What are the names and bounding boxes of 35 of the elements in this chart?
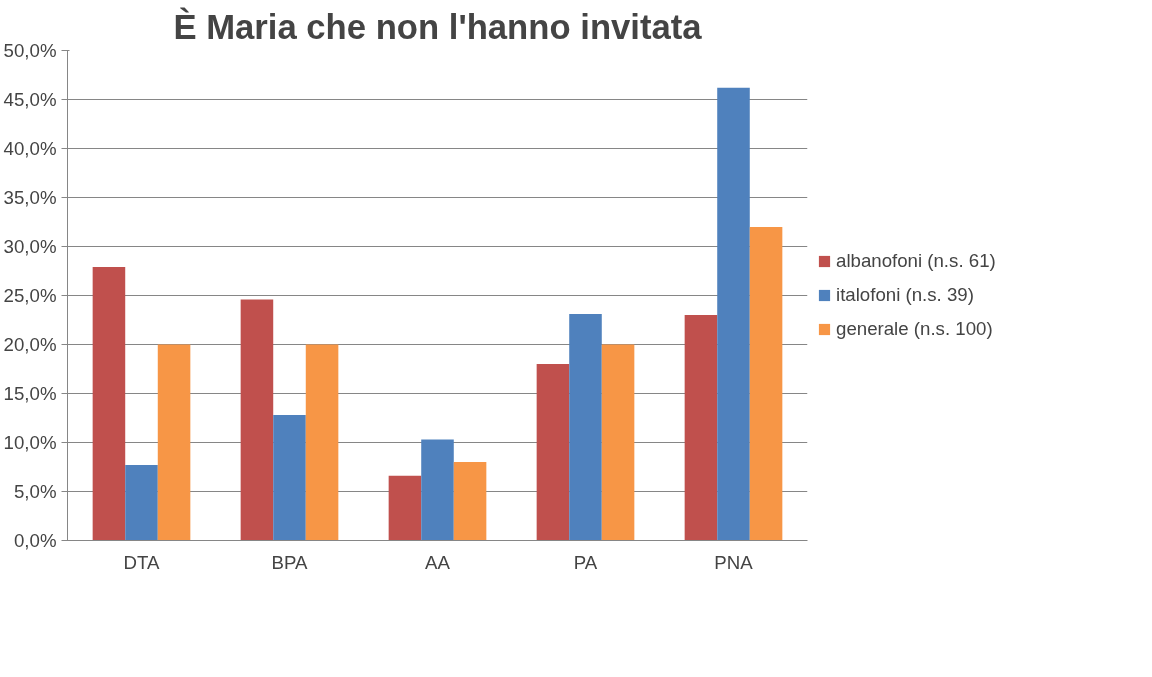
y-tick-label: 40,0%: [3, 138, 57, 159]
y-tick-label: 45,0%: [3, 89, 57, 110]
bar: [453, 462, 487, 541]
y-tick-label: 35,0%: [3, 187, 57, 208]
y-tick-label: 15,0%: [3, 383, 57, 404]
bar: [125, 465, 158, 541]
bar: [601, 344, 635, 541]
legend-label: albanofoni (n.s. 61): [836, 250, 996, 272]
y-tick-label: 0,0%: [13, 530, 57, 551]
legend-label: generale (n.s. 100): [836, 318, 993, 340]
bar: [92, 267, 126, 541]
bar: [717, 87, 750, 541]
y-tick-label: 50,0%: [3, 40, 57, 61]
bar: [157, 344, 191, 541]
bar: [388, 475, 422, 541]
bar: [684, 315, 718, 541]
bar: [569, 314, 602, 541]
x-tick-label: AA: [425, 551, 451, 573]
bar: [749, 226, 783, 541]
y-tick-label: 10,0%: [3, 432, 57, 453]
bar: [421, 439, 454, 541]
x-tick-label: PNA: [714, 551, 754, 573]
x-tick-label: BPA: [271, 551, 309, 573]
bar: [273, 415, 306, 541]
y-tick-label: 20,0%: [3, 334, 57, 355]
y-tick-label: 30,0%: [3, 236, 57, 257]
y-tick-label: 5,0%: [13, 481, 57, 502]
legend-label: italofoni (n.s. 39): [836, 284, 974, 306]
x-tick-label: DTA: [123, 551, 161, 573]
y-tick-label: 25,0%: [3, 285, 57, 306]
bar: [240, 299, 274, 541]
x-tick-label: PA: [573, 551, 598, 573]
bar: [305, 344, 339, 541]
bar: [536, 364, 570, 541]
chart-title: È Maria che non l'hanno invitata: [173, 6, 703, 46]
